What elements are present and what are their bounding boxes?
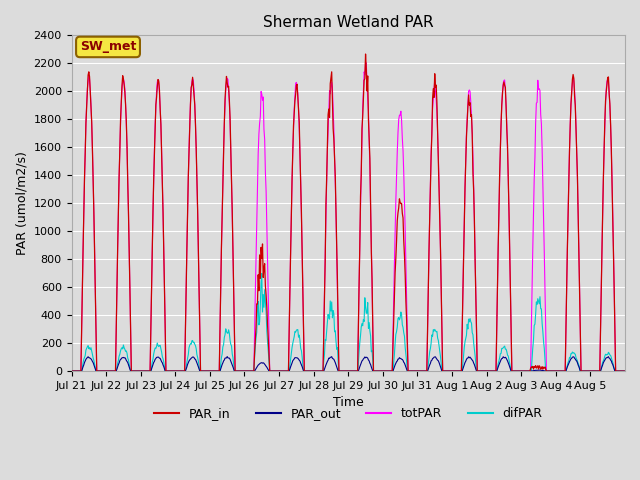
X-axis label: Time: Time: [333, 396, 364, 409]
Y-axis label: PAR (umol/m2/s): PAR (umol/m2/s): [15, 151, 28, 255]
Title: Sherman Wetland PAR: Sherman Wetland PAR: [263, 15, 433, 30]
Legend: PAR_in, PAR_out, totPAR, difPAR: PAR_in, PAR_out, totPAR, difPAR: [149, 402, 548, 425]
Text: SW_met: SW_met: [80, 40, 136, 53]
